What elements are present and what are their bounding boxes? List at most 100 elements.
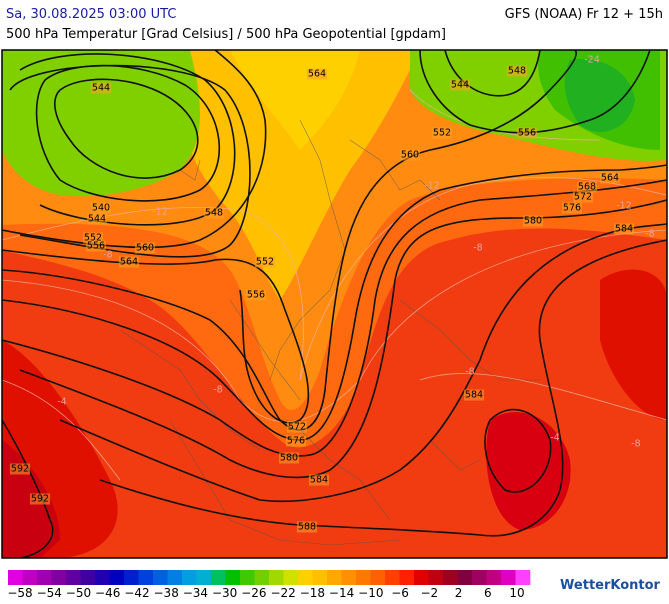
colorbar-swatch <box>385 570 400 585</box>
contour-label: 576 <box>563 203 581 214</box>
temperature-label: -12 <box>424 181 440 192</box>
colorbar-swatch <box>283 570 299 585</box>
colorbar-swatch <box>124 570 139 585</box>
colorbar-swatch <box>240 570 255 585</box>
colorbar-swatch <box>138 570 154 585</box>
contour-label-bg <box>599 172 621 184</box>
contour-label-bg <box>245 289 267 301</box>
contour-label: 572 <box>288 422 306 433</box>
contour-label: 560 <box>401 150 419 161</box>
colorbar-label: −18 <box>300 586 325 600</box>
geopotential-isolines <box>2 50 667 558</box>
colorbar-swatch <box>370 570 386 585</box>
colorbar-swatch <box>327 570 342 585</box>
contour-label: 552 <box>433 128 451 139</box>
colorbar-swatch <box>95 570 110 585</box>
contour-label-bg <box>9 463 31 475</box>
contour-label: 544 <box>451 80 469 91</box>
temperature-label: -8 <box>631 439 640 450</box>
contour-label-bg <box>278 452 300 464</box>
contour-label-bg <box>561 202 583 214</box>
colorbar-label: −54 <box>37 586 62 600</box>
colorbar-swatch <box>225 570 241 585</box>
contour-label: 552 <box>84 233 102 244</box>
colorbar-swatch <box>22 570 38 585</box>
contour-label-bg <box>463 389 485 401</box>
colorbar-swatch <box>312 570 328 585</box>
contour-label-bg <box>522 215 544 227</box>
colorbar-label: −22 <box>270 586 295 600</box>
colorbar: −58 −54 −50 −46 −42 −38 −34 −30 −26 −22 −18 −14 −10−… <box>7 570 531 600</box>
temperature-label: -12 <box>152 207 168 218</box>
colorbar-label: −34 <box>183 586 208 600</box>
temperature-label: -4 <box>550 433 559 444</box>
map <box>2 50 667 558</box>
model-run: GFS (NOAA) Fr 12 + 15h <box>505 7 663 22</box>
contour-label-bg <box>306 68 328 80</box>
colorbar-swatch <box>486 570 502 585</box>
temperature-label: -8 <box>213 385 222 396</box>
contour-label: 568 <box>578 182 596 193</box>
colorbar-label: −58 <box>7 586 32 600</box>
colorbar-swatch <box>167 570 183 585</box>
contour-label-bg <box>613 223 635 235</box>
contour-label-bg <box>203 207 225 219</box>
temperature-label: -8 <box>465 367 474 378</box>
colorbar-label: −30 <box>212 586 237 600</box>
colorbar-swatch <box>80 570 96 585</box>
contour-label-bg <box>286 421 308 433</box>
colorbar-swatch <box>211 570 226 585</box>
contour-label-bg <box>516 127 538 139</box>
colorbar-swatch <box>269 570 284 585</box>
contour-label: 588 <box>298 522 316 533</box>
contour-label: 560 <box>136 243 154 254</box>
contour-label-bg <box>431 127 453 139</box>
temperature-label: -12 <box>616 201 632 212</box>
contour-label-bg <box>118 256 140 268</box>
colorbar-swatch <box>356 570 371 585</box>
colorbar-label: −42 <box>124 586 149 600</box>
contour-label-bg <box>90 202 112 214</box>
contour-label-bg <box>285 435 307 447</box>
colorbar-label: −2 <box>420 586 438 600</box>
contour-label: 580 <box>524 216 542 227</box>
colorbar-swatch <box>472 570 487 585</box>
contour-label-bg <box>296 521 318 533</box>
contour-label-bg <box>134 242 156 254</box>
contour-label: 576 <box>287 436 305 447</box>
map-frame <box>1 49 668 559</box>
colorbar-swatch <box>153 570 168 585</box>
contour-label: 544 <box>92 83 110 94</box>
contour-label-bg <box>82 232 104 244</box>
colorbar-label: −38 <box>154 586 179 600</box>
contour-label: 564 <box>601 173 619 184</box>
colorbar-swatch <box>37 570 52 585</box>
contour-label: 584 <box>615 224 633 235</box>
contour-label-bg <box>576 181 598 193</box>
contour-label: 564 <box>120 257 138 268</box>
colorbar-swatch <box>8 570 23 585</box>
temperature-label: -4 <box>57 397 66 408</box>
colorbar-label: 10 <box>509 586 524 600</box>
colorbar-swatch <box>428 570 444 585</box>
colorbar-label: −50 <box>66 586 91 600</box>
contour-label-bg <box>308 474 330 486</box>
contour-label-bg <box>449 79 471 91</box>
contour-label-bg <box>86 213 108 225</box>
contour-label: 592 <box>31 494 49 505</box>
colorbar-swatch <box>399 570 415 585</box>
temperature-label: -8 <box>473 243 482 254</box>
contour-label: 572 <box>574 192 592 203</box>
temperature-label: -8 <box>103 250 112 261</box>
colorbar-swatch <box>196 570 212 585</box>
colorbar-swatch <box>341 570 357 585</box>
contour-label: 580 <box>280 453 298 464</box>
contour-label-bg <box>506 65 528 77</box>
contour-label: 584 <box>310 475 328 486</box>
colorbar-swatch <box>254 570 270 585</box>
colorbar-label: 2 <box>455 586 463 600</box>
contour-label: 592 <box>11 464 29 475</box>
contour-label: 556 <box>518 128 536 139</box>
